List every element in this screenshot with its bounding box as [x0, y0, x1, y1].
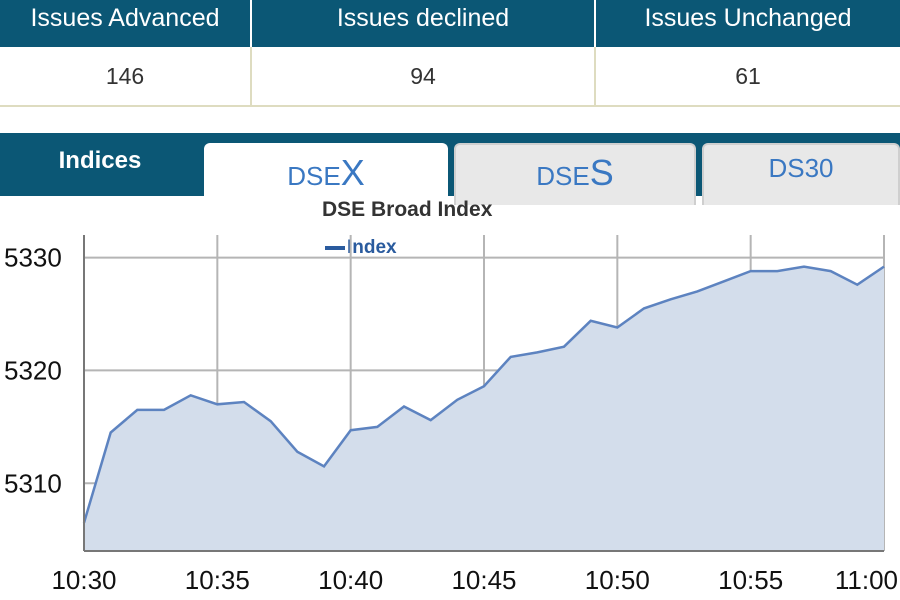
x-axis-ticks: 10:30 10:35 10:40 10:45 10:50 10:55 11:00: [51, 565, 898, 595]
series-area-fill: [84, 266, 884, 551]
tab-dses[interactable]: DSES: [454, 143, 696, 205]
value-issues-advanced: 146: [0, 47, 252, 105]
x-tick-label: 10:35: [185, 565, 250, 595]
stats-value-row: 146 94 61: [0, 47, 900, 107]
chart-title: DSE Broad Index: [322, 198, 493, 221]
value-issues-declined: 94: [252, 47, 596, 105]
x-tick-label: 11:00: [835, 565, 898, 595]
y-axis-ticks: 5310 5320 5330: [4, 243, 62, 499]
tab-dses-prefix: DSE: [536, 161, 590, 191]
header-issues-declined: Issues declined: [252, 0, 596, 47]
legend-line-icon: [325, 246, 345, 250]
x-tick-label: 10:45: [451, 565, 516, 595]
tab-dsex[interactable]: DSEX: [204, 143, 448, 217]
legend-label: Index: [347, 237, 397, 258]
x-tick-label: 10:50: [585, 565, 650, 595]
x-tick-label: 10:55: [718, 565, 783, 595]
series-line: [82, 265, 885, 524]
header-issues-advanced: Issues Advanced: [0, 0, 252, 47]
tab-ds30[interactable]: DS30: [702, 143, 900, 205]
header-issues-unchanged: Issues Unchanged: [644, 4, 852, 32]
y-tick-label: 5320: [4, 355, 62, 385]
x-tick-label: 10:40: [318, 565, 383, 595]
y-tick-label: 5310: [4, 468, 62, 498]
indices-title: Indices: [58, 147, 142, 174]
stats-header-row: Issues Advanced Issues declined Issues U…: [0, 0, 900, 47]
market-stats-table: Issues Advanced Issues declined Issues U…: [0, 0, 900, 107]
tab-dsex-prefix: DSE: [287, 161, 341, 191]
tab-dsex-suffix: X: [340, 152, 365, 193]
y-tick-label: 5330: [4, 243, 62, 273]
value-issues-unchanged: 61: [735, 63, 761, 89]
x-tick-label: 10:30: [51, 565, 116, 595]
tab-dses-suffix: S: [589, 152, 614, 193]
chart-legend[interactable]: Index: [325, 237, 397, 259]
tab-ds30-label: DS30: [768, 153, 834, 183]
indices-tab-bar: Indices DSEX DSES DS30: [0, 133, 900, 217]
